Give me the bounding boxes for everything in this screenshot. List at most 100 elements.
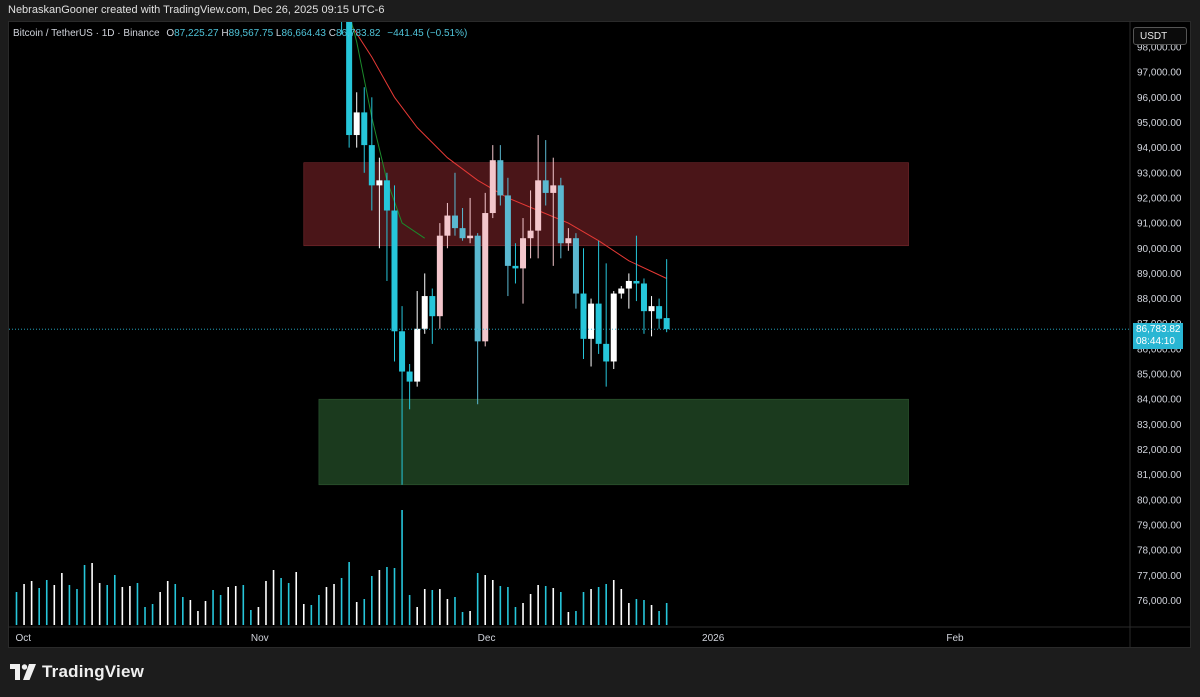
high-label: H: [221, 28, 229, 39]
support-zone[interactable]: [318, 398, 909, 486]
candle-body[interactable]: [504, 195, 511, 266]
volume-bar: [484, 575, 487, 625]
candle-body[interactable]: [421, 296, 428, 329]
candle-body[interactable]: [618, 288, 625, 294]
candle-body[interactable]: [656, 306, 663, 319]
volume-bar: [423, 589, 426, 625]
candle-body[interactable]: [451, 215, 458, 229]
candle-body[interactable]: [640, 283, 647, 312]
candle-body[interactable]: [512, 265, 519, 269]
candle-body[interactable]: [633, 280, 640, 284]
volume-bar: [469, 611, 471, 625]
candle-body[interactable]: [399, 331, 406, 372]
volume-bar: [272, 570, 275, 625]
candle-body[interactable]: [383, 180, 390, 211]
volume-bar: [250, 610, 252, 625]
y-tick-label: 94,000.00: [1137, 143, 1182, 154]
candle-body[interactable]: [610, 293, 617, 362]
candle-body[interactable]: [595, 303, 602, 344]
y-tick-label: 96,000.00: [1137, 93, 1182, 104]
volume-bar: [30, 581, 33, 625]
volume-bar: [23, 584, 25, 625]
volume-bar: [544, 586, 547, 625]
volume-bar: [265, 581, 267, 625]
candle-body[interactable]: [391, 210, 398, 332]
header-text: NebraskanGooner created with TradingView…: [8, 4, 385, 16]
candle-body[interactable]: [467, 235, 474, 239]
volume-bar: [61, 573, 63, 625]
resistance-zone[interactable]: [303, 162, 909, 247]
volume-bar: [98, 583, 101, 625]
volume-bar: [628, 603, 630, 625]
y-tick-label: 78,000.00: [1137, 546, 1182, 557]
candle-body[interactable]: [474, 235, 481, 342]
candle-body[interactable]: [603, 343, 610, 362]
y-tick-label: 89,000.00: [1137, 269, 1182, 280]
volume-bar: [416, 607, 418, 625]
candle-body[interactable]: [414, 328, 421, 382]
volume-bar: [355, 602, 358, 625]
volume-bar: [658, 611, 660, 625]
y-tick-label: 98,000.00: [1137, 42, 1182, 53]
candle-body[interactable]: [557, 185, 564, 244]
volume-bar: [605, 584, 607, 625]
volume-bar: [333, 584, 335, 625]
candle-body[interactable]: [436, 235, 443, 317]
volume-bar: [227, 587, 229, 625]
candle-body[interactable]: [527, 230, 534, 239]
y-tick-label: 76,000.00: [1137, 596, 1182, 607]
volume-bar: [371, 576, 373, 625]
candle-body[interactable]: [429, 296, 436, 317]
candle-body[interactable]: [361, 112, 368, 146]
volume-bar: [204, 601, 207, 625]
footer-bar: [0, 648, 1200, 697]
candle-body[interactable]: [580, 293, 587, 339]
y-tick-label: 82,000.00: [1137, 445, 1182, 456]
volume-bar: [635, 599, 638, 625]
volume-bar: [439, 589, 441, 625]
volume-bar: [136, 583, 139, 625]
y-tick-label: 84,000.00: [1137, 395, 1182, 406]
volume-bar: [45, 580, 48, 625]
candle-body[interactable]: [376, 180, 383, 186]
volume-bar: [665, 603, 668, 625]
candle-body[interactable]: [489, 160, 496, 214]
volume-bar: [461, 612, 464, 625]
volume-bar: [597, 587, 600, 625]
candle-body[interactable]: [497, 160, 504, 196]
candlestick-chart[interactable]: 76,000.00 77,000.00 78,000.00 79,000.00 80,0…: [8, 21, 1191, 648]
y-tick-label: 97,000.00: [1137, 68, 1182, 79]
candle-body[interactable]: [663, 318, 670, 330]
candle-body[interactable]: [353, 112, 360, 136]
volume-bar: [212, 590, 214, 625]
candle-body[interactable]: [550, 185, 557, 193]
last-price-tag: 86,783.82 08:44:10: [1133, 323, 1183, 349]
volume-bar: [401, 510, 403, 625]
volume-bar: [582, 592, 585, 625]
candle-body[interactable]: [565, 238, 572, 244]
open-label: O: [166, 28, 175, 39]
candle-body[interactable]: [339, 21, 345, 22]
volume-bar: [363, 599, 366, 625]
candle-body[interactable]: [459, 228, 466, 239]
volume-bar: [650, 605, 653, 625]
volume-bar: [620, 589, 623, 625]
candle-body[interactable]: [542, 180, 549, 193]
candle-body[interactable]: [588, 303, 595, 339]
candle-body[interactable]: [406, 371, 413, 382]
candle-body[interactable]: [520, 238, 527, 269]
volume-bar: [560, 592, 562, 625]
volume-bar: [499, 586, 502, 625]
candle-body[interactable]: [444, 215, 451, 236]
currency-button[interactable]: USDT: [1133, 27, 1187, 45]
bar-countdown: 08:44:10: [1136, 336, 1175, 347]
candle-body[interactable]: [648, 306, 655, 312]
candle-body[interactable]: [572, 238, 579, 294]
candle-body[interactable]: [535, 180, 542, 231]
volume-bar: [287, 583, 290, 625]
candle-body[interactable]: [368, 145, 375, 186]
candle-body[interactable]: [346, 22, 353, 136]
volume-bar: [53, 585, 56, 625]
candle-body[interactable]: [482, 213, 489, 342]
candle-body[interactable]: [625, 280, 632, 289]
